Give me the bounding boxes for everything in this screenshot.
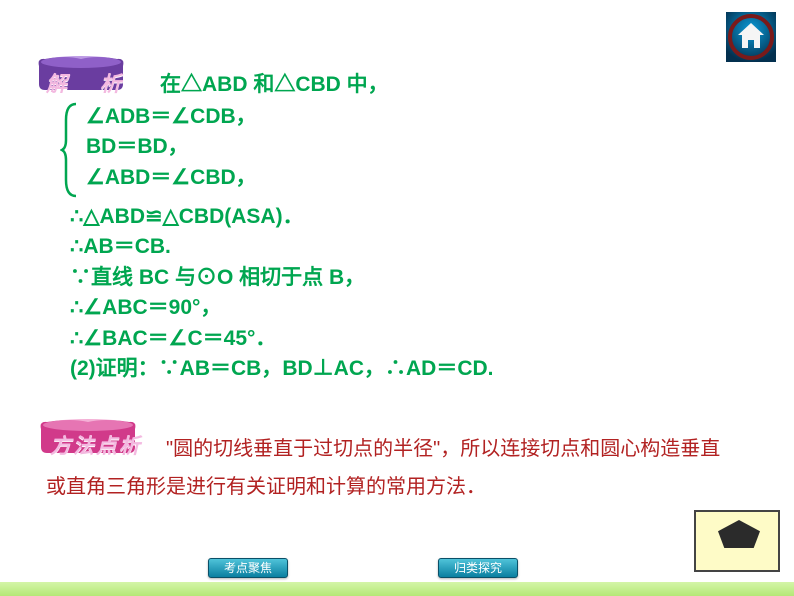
result-3: ∵直线 BC 与⊙O 相切于点 B， <box>70 263 494 293</box>
result-1: ∴△ABD≌△CBD(ASA)． <box>70 202 494 232</box>
result-4: ∴∠ABC＝90°， <box>70 293 494 323</box>
home-button[interactable] <box>726 12 776 62</box>
brace-group: ∠ADB＝∠CDB， BD＝BD， ∠ABD＝∠CBD， <box>60 102 257 198</box>
nav-focus-button[interactable]: 考点聚焦 <box>208 558 288 578</box>
brace-line-3: ∠ABD＝∠CBD， <box>84 163 257 193</box>
method-text: "圆的切线垂直于过切点的半径"，所以连接切点和圆心构造垂直或直角三角形是进行有关… <box>46 430 726 506</box>
brace-line-2: BD＝BD， <box>84 132 257 162</box>
analysis-label: 解 析 <box>46 68 127 98</box>
result-6: (2)证明：∵AB＝CB，BD⊥AC，∴AD＝CD. <box>70 354 494 384</box>
nav-category-button[interactable]: 归类探究 <box>438 558 518 578</box>
math-intro: 在△ABD 和△CBD 中， <box>160 70 389 100</box>
home-icon <box>726 12 776 62</box>
result-2: ∴AB＝CB. <box>70 232 494 262</box>
left-brace-icon <box>60 102 80 198</box>
brace-line-1: ∠ADB＝∠CDB， <box>84 102 257 132</box>
graduation-icon <box>694 510 780 572</box>
result-5: ∴∠BAC＝∠C＝45°． <box>70 324 494 354</box>
footer-bar <box>0 582 794 596</box>
result-block: ∴△ABD≌△CBD(ASA)． ∴AB＝CB. ∵直线 BC 与⊙O 相切于点… <box>70 202 494 385</box>
